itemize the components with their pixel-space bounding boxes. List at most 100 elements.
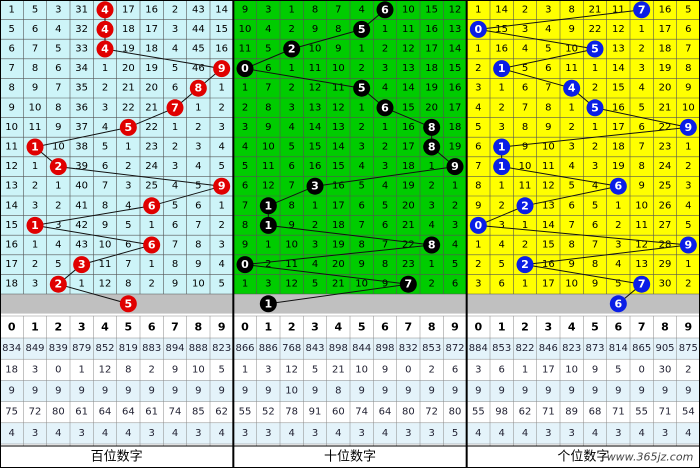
- cell-value: 9: [475, 200, 481, 211]
- ball-circle: [213, 177, 231, 195]
- cell-value: 2: [592, 83, 598, 94]
- cell-value: 1: [358, 102, 364, 113]
- cell-value: 3: [125, 181, 131, 192]
- stat-value: 55: [472, 407, 485, 418]
- cell-value: 16: [449, 83, 462, 94]
- ball-circle: [143, 197, 161, 215]
- cell-value: 5: [242, 161, 248, 172]
- stat-value: 4: [288, 428, 294, 439]
- cell-value: 5: [172, 63, 178, 74]
- cell-value: 3: [102, 102, 108, 113]
- cell-value: 10: [565, 44, 578, 55]
- stat-value: 62: [215, 407, 228, 418]
- cell-value: 2: [685, 279, 691, 290]
- stat-value: 2: [428, 364, 434, 375]
- cell-value: 2: [428, 279, 434, 290]
- cell-value: 18: [122, 24, 135, 35]
- stat-value: 819: [119, 343, 138, 354]
- ball-number: 1: [265, 297, 273, 310]
- cell-value: 17: [449, 102, 462, 113]
- ball: 0: [236, 256, 254, 274]
- ball: 4: [96, 20, 114, 38]
- cell-value: 2: [522, 4, 528, 15]
- cell-value: 3: [32, 200, 38, 211]
- cell-value: 13: [542, 200, 555, 211]
- stat-value: 3: [242, 428, 248, 439]
- cell-value: 9: [195, 259, 201, 270]
- cell-value: 11: [635, 220, 648, 231]
- cell-value: 6: [545, 63, 551, 74]
- cell-value: 12: [542, 181, 555, 192]
- ball-number: 0: [475, 23, 483, 36]
- stat-value: 68: [589, 407, 602, 418]
- cell-value: 6: [382, 220, 388, 231]
- cell-value: 9: [568, 24, 574, 35]
- stat-value: 4: [498, 428, 504, 439]
- stat-value: 768: [282, 343, 301, 354]
- cell-value: 2: [685, 161, 691, 172]
- stat-value: 9: [148, 386, 154, 397]
- stat-value: 3: [545, 428, 551, 439]
- cell-value: 1: [125, 142, 131, 153]
- cell-value: 7: [522, 102, 528, 113]
- cell-value: 9: [312, 24, 318, 35]
- cell-value: 1: [475, 240, 481, 251]
- ball-number: 0: [475, 219, 483, 232]
- cell-value: 6: [685, 24, 691, 35]
- stat-value: 30: [659, 364, 672, 375]
- digit-header: 3: [311, 321, 319, 334]
- cell-value: 9: [545, 122, 551, 133]
- stat-value: 21: [332, 364, 345, 375]
- stat-value: 9: [55, 386, 61, 397]
- cell-value: 5: [218, 161, 224, 172]
- cell-value: 2: [638, 44, 644, 55]
- cell-value: 5: [475, 122, 481, 133]
- cell-value: 33: [75, 44, 88, 55]
- cell-value: 1: [218, 83, 224, 94]
- cell-value: 10: [285, 240, 298, 251]
- cell-value: 5: [102, 142, 108, 153]
- ball: 4: [96, 40, 114, 58]
- stat-value: 61: [145, 407, 158, 418]
- ball-circle: [586, 99, 604, 117]
- ball: 9: [213, 60, 231, 78]
- cell-value: 2: [475, 63, 481, 74]
- ball: 1: [259, 295, 277, 313]
- cell-value: 5: [312, 279, 318, 290]
- stat-value: 9: [102, 386, 108, 397]
- cell-value: 21: [122, 83, 135, 94]
- cell-value: 10: [355, 279, 368, 290]
- cell-value: 5: [615, 279, 621, 290]
- stat-value: 4: [475, 428, 481, 439]
- cell-value: 1: [55, 181, 61, 192]
- cell-value: 3: [265, 279, 271, 290]
- cell-value: 13: [612, 44, 625, 55]
- stat-value: 8: [335, 386, 341, 397]
- stat-value: 873: [585, 343, 604, 354]
- cell-value: 2: [218, 102, 224, 113]
- cell-value: 3: [568, 142, 574, 153]
- cell-value: 2: [592, 142, 598, 153]
- cell-value: 17: [145, 24, 158, 35]
- ball-number: 2: [288, 43, 296, 56]
- ball: 6: [143, 197, 161, 215]
- cell-value: 14: [612, 63, 625, 74]
- cell-value: 1: [242, 279, 248, 290]
- ball-number: 1: [498, 160, 506, 173]
- cell-value: 14: [5, 200, 18, 211]
- ball-number: 2: [521, 199, 529, 212]
- cell-value: 4: [358, 4, 364, 15]
- cell-value: 7: [358, 220, 364, 231]
- cell-value: 3: [545, 4, 551, 15]
- cell-value: 19: [122, 44, 135, 55]
- stat-value: 9: [615, 386, 621, 397]
- ball: 5: [353, 20, 371, 38]
- cell-value: 5: [172, 200, 178, 211]
- panel-title: 个位数字: [557, 450, 609, 465]
- stat-value: 9: [475, 386, 481, 397]
- cell-value: 41: [75, 200, 88, 211]
- ball: 7: [633, 275, 651, 293]
- ball-number: 5: [591, 101, 599, 114]
- cell-value: 9: [288, 220, 294, 231]
- stat-value: 12: [99, 364, 112, 375]
